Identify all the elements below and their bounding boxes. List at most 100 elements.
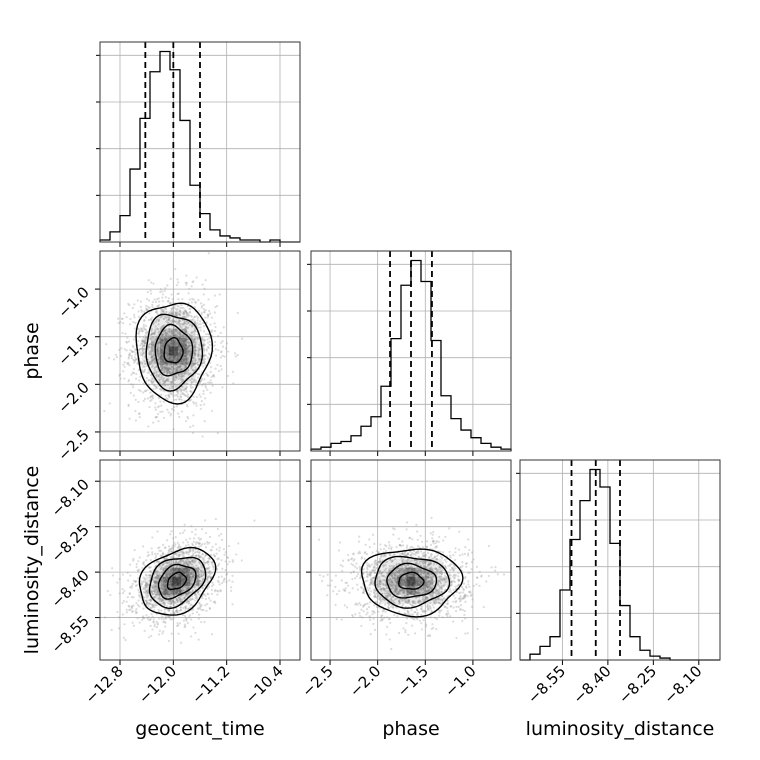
sample-point xyxy=(184,387,187,390)
sample-point xyxy=(170,594,174,598)
sample-point xyxy=(170,339,174,342)
sample-point xyxy=(183,394,187,397)
sample-point xyxy=(395,588,399,591)
sample-point xyxy=(378,569,382,573)
sample-point xyxy=(168,357,171,360)
sample-point xyxy=(409,577,412,580)
sample-point xyxy=(179,560,182,563)
sample-point xyxy=(199,326,202,329)
sample-point xyxy=(185,347,188,350)
sample-point xyxy=(185,584,188,587)
sample-point xyxy=(175,591,178,594)
sample-point xyxy=(190,366,193,369)
density-cell xyxy=(168,319,178,329)
sample-point xyxy=(362,610,365,613)
sample-point xyxy=(210,375,213,378)
sample-point xyxy=(161,576,165,580)
sample-point xyxy=(470,561,473,564)
sample-point xyxy=(141,329,144,333)
sample-point xyxy=(446,615,449,618)
sample-point xyxy=(369,570,372,573)
sample-point xyxy=(419,534,422,537)
sample-point xyxy=(169,573,172,576)
sample-point xyxy=(163,592,166,596)
sample-point xyxy=(420,613,423,617)
sample-point xyxy=(131,610,134,613)
sample-point xyxy=(382,547,386,550)
sample-point xyxy=(191,612,194,615)
sample-point xyxy=(210,330,213,333)
sample-point xyxy=(165,579,168,582)
sample-point xyxy=(401,552,404,555)
sample-point xyxy=(420,607,423,610)
sample-point xyxy=(386,595,390,598)
sample-point xyxy=(160,617,163,620)
sample-point xyxy=(178,333,181,336)
sample-point xyxy=(373,542,376,545)
sample-point xyxy=(192,369,196,372)
sample-point xyxy=(161,300,164,303)
sample-point xyxy=(401,552,404,555)
sample-point xyxy=(144,331,147,334)
sample-point xyxy=(166,564,169,568)
sample-point xyxy=(154,416,157,419)
sample-point xyxy=(107,356,111,360)
sample-point xyxy=(163,603,166,606)
sample-point xyxy=(186,541,189,544)
sample-point xyxy=(185,570,188,574)
sample-point xyxy=(234,355,238,358)
sample-point xyxy=(461,565,464,568)
sample-point xyxy=(182,551,186,555)
sample-point xyxy=(427,589,430,592)
sample-point xyxy=(159,565,162,568)
sample-point xyxy=(397,571,400,574)
sample-point xyxy=(166,332,169,335)
sample-point xyxy=(176,572,179,576)
sample-point xyxy=(199,607,202,611)
sample-point xyxy=(132,338,135,341)
sample-point xyxy=(174,568,177,571)
sample-point xyxy=(176,600,179,604)
sample-point xyxy=(174,334,177,337)
sample-point xyxy=(199,579,202,583)
sample-point xyxy=(189,425,192,429)
sample-point xyxy=(178,352,182,355)
sample-point xyxy=(216,579,220,582)
histogram-panel-luminosity_distance: −8.55 −8.40 −8.25 −8.10 xyxy=(516,459,721,707)
sample-point xyxy=(172,328,175,331)
sample-point xyxy=(411,584,415,587)
sample-point xyxy=(169,580,172,584)
sample-point xyxy=(176,311,179,314)
sample-point xyxy=(452,600,455,603)
sample-point xyxy=(156,623,160,626)
sample-point xyxy=(405,579,408,582)
sample-point xyxy=(188,399,191,402)
sample-point xyxy=(192,558,195,561)
sample-point xyxy=(216,558,219,561)
sample-point xyxy=(439,567,442,570)
sample-point xyxy=(217,349,220,352)
sample-point xyxy=(168,353,172,356)
sample-point xyxy=(162,342,165,346)
sample-point xyxy=(132,596,135,599)
sample-point xyxy=(208,558,211,561)
sample-point xyxy=(382,555,385,558)
sample-point xyxy=(181,581,184,584)
sample-point xyxy=(457,579,460,582)
sample-point xyxy=(161,377,164,381)
sample-point xyxy=(168,395,171,399)
sample-point xyxy=(186,344,189,347)
sample-point xyxy=(169,414,172,417)
sample-point xyxy=(199,403,202,407)
sample-point xyxy=(181,569,184,572)
sample-point xyxy=(172,612,176,615)
sample-point xyxy=(183,529,186,532)
sample-point xyxy=(201,552,204,556)
sample-point xyxy=(190,595,194,598)
sample-point xyxy=(155,574,158,577)
sample-point xyxy=(158,595,161,598)
sample-point xyxy=(417,595,421,599)
sample-point xyxy=(179,553,183,556)
sample-point xyxy=(179,368,182,371)
sample-point xyxy=(182,576,186,579)
